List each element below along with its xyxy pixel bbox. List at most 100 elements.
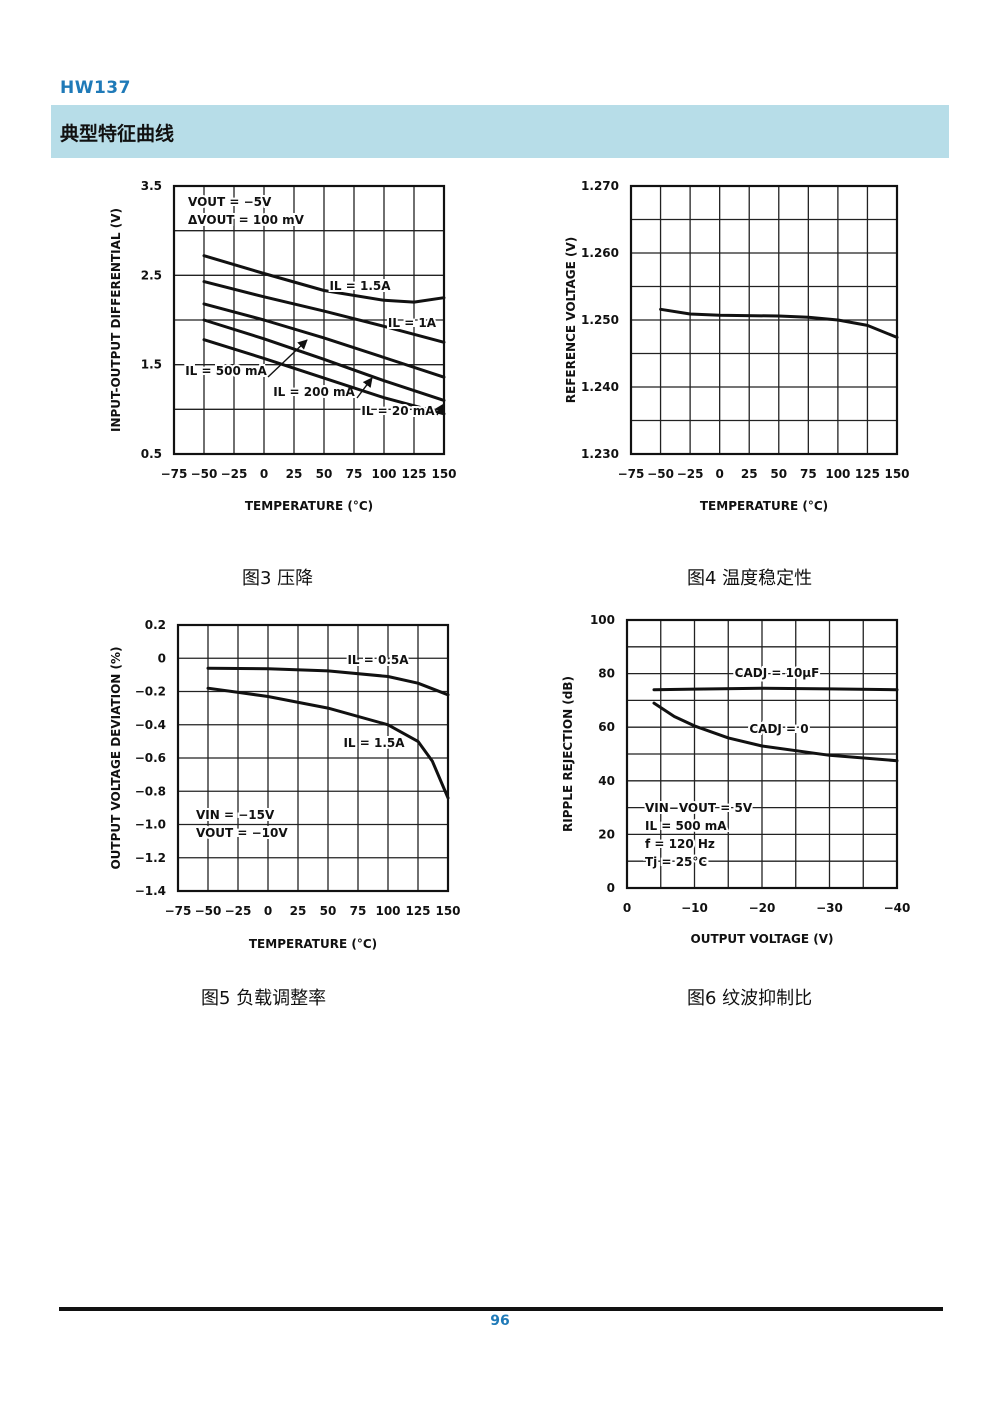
x-tick-label: −20 <box>749 901 776 915</box>
plot-frame <box>629 184 899 456</box>
x-tick-label: 75 <box>800 467 817 481</box>
x-tick-label: 150 <box>431 467 456 481</box>
x-tick-label: 25 <box>286 467 303 481</box>
y-tick-label: −1.2 <box>135 851 166 865</box>
series-line <box>202 318 446 402</box>
x-tick-label: 100 <box>371 467 396 481</box>
x-tick-label: −10 <box>681 901 708 915</box>
leader-arrow <box>356 377 373 399</box>
chart-load-regulation: −75 −50 −25 0 25 50 75 100 125 150 0.2 0 −0.2 −0.4 −0.… <box>109 618 461 951</box>
plot-frame <box>625 618 899 890</box>
y-tick-label: −0.4 <box>135 718 166 732</box>
series-line <box>202 302 446 379</box>
x-tick-label: 50 <box>770 467 787 481</box>
x-tick-label: −25 <box>221 467 248 481</box>
charts-canvas: −75 −50 −25 0 25 50 75 100 125 1500.51.52.53.5TEM… <box>109 179 910 951</box>
y-tick-label: 2.5 <box>141 268 162 282</box>
x-tick-label: 100 <box>825 467 850 481</box>
series-label: IL = 1.5A <box>329 279 391 293</box>
y-tick-label: −1.4 <box>135 884 166 898</box>
series-label: IL = 20 mA <box>361 404 435 418</box>
y-tick-label: 3.5 <box>141 179 162 193</box>
series-line <box>202 280 446 344</box>
y-tick-label: 100 <box>590 613 615 627</box>
y-tick-label: 1.230 <box>581 447 619 461</box>
x-tick-label: 25 <box>741 467 758 481</box>
series-label: IL = 1A <box>388 316 437 330</box>
y-tick-label: 0 <box>607 881 615 895</box>
series-label: CADJ = 10μF <box>735 666 820 680</box>
series-line <box>202 338 446 416</box>
document-id: HW137 <box>60 78 131 98</box>
x-tick-label: −75 <box>165 904 192 918</box>
x-tick-label: 0 <box>264 904 272 918</box>
y-axis-label: RIPPLE REJECTION (dB) <box>561 676 575 832</box>
x-tick-label: 75 <box>350 904 367 918</box>
x-axis-label: OUTPUT VOLTAGE (V) <box>691 932 834 946</box>
x-axis-label: TEMPERATURE (°C) <box>249 937 377 951</box>
condition-annotation: f = 120 Hz <box>645 837 715 851</box>
x-tick-label: −25 <box>225 904 252 918</box>
series-label: CADJ = 0 <box>749 722 808 736</box>
condition-annotation: VIN−VOUT = 5V <box>645 801 753 815</box>
section-title: 典型特征曲线 <box>60 123 175 145</box>
condition-annotation: IL = 500 mA <box>645 819 727 833</box>
series-label: IL = 500 mA <box>185 364 267 378</box>
y-tick-label: 0.5 <box>141 447 162 461</box>
y-tick-label: 80 <box>598 667 615 681</box>
y-tick-label: 1.240 <box>581 380 619 394</box>
x-tick-label: 100 <box>375 904 400 918</box>
plot-frame <box>172 184 446 456</box>
figure-caption-3: 图3 压降 <box>242 568 314 589</box>
y-tick-label: 1.260 <box>581 246 619 260</box>
x-tick-label: 150 <box>884 467 909 481</box>
y-tick-label: −0.2 <box>135 685 166 699</box>
y-tick-label: 1.250 <box>581 313 619 327</box>
series-label: IL = 1.5A <box>343 736 405 750</box>
chart-dropout-voltage: −75 −50 −25 0 25 50 75 100 125 150 0.5 1.5 2.5 3.5 TEM… <box>109 179 457 513</box>
x-tick-label: 0 <box>623 901 631 915</box>
y-axis-label: REFERENCE VOLTAGE (V) <box>564 237 578 403</box>
leader-arrow <box>267 339 308 378</box>
x-axis-label: TEMPERATURE (°C) <box>700 499 828 513</box>
y-axis-label: OUTPUT VOLTAGE DEVIATION (%) <box>109 646 123 869</box>
y-tick-label: 20 <box>598 827 615 841</box>
chart-temperature-stability: −75 −50 −25 0 25 50 75 100 125 150 1.230 1.240 1.250… <box>564 179 910 513</box>
section-header-band <box>51 105 949 158</box>
series-line <box>652 686 899 692</box>
x-tick-label: 125 <box>405 904 430 918</box>
x-tick-label: 50 <box>320 904 337 918</box>
series-label: IL = 200 mA <box>273 385 355 399</box>
y-tick-label: 40 <box>598 774 615 788</box>
plot-frame <box>176 623 450 893</box>
x-tick-label: −25 <box>677 467 704 481</box>
series-line <box>206 686 450 800</box>
figure-caption-6: 图6 纹波抑制比 <box>687 988 813 1009</box>
x-tick-label: 125 <box>401 467 426 481</box>
x-tick-label: 125 <box>855 467 880 481</box>
x-tick-label: 75 <box>346 467 363 481</box>
x-tick-label: −50 <box>191 467 218 481</box>
y-tick-label: 1.5 <box>141 358 162 372</box>
x-tick-label: 150 <box>435 904 460 918</box>
y-tick-label: 0 <box>158 651 166 665</box>
x-tick-label: 0 <box>715 467 723 481</box>
series-line <box>202 254 446 304</box>
footer-rule <box>59 1307 943 1311</box>
x-tick-label: −50 <box>647 467 674 481</box>
series-label: IL = 0.5A <box>347 653 409 667</box>
figure-caption-4: 图4 温度稳定性 <box>687 568 813 589</box>
y-tick-label: 1.270 <box>581 179 619 193</box>
x-tick-label: 50 <box>316 467 333 481</box>
condition-annotation: VIN = −15V <box>196 808 275 822</box>
y-axis-label: INPUT-OUTPUT DIFFERENTIAL (V) <box>109 208 123 432</box>
x-tick-label: 25 <box>290 904 307 918</box>
chart-ripple-rejection: 0 −10 −20 −30 −40 0 20 40 60 80 100 OUTPUT VOLTAGE … <box>561 613 910 946</box>
condition-annotation: VOUT = −10V <box>196 826 288 840</box>
x-tick-label: −30 <box>816 901 843 915</box>
y-tick-label: −0.8 <box>135 784 166 798</box>
y-tick-label: −0.6 <box>135 751 166 765</box>
series-line <box>652 701 899 763</box>
page-number: 96 <box>490 1313 510 1329</box>
condition-annotation: Tj = 25°C <box>645 855 707 869</box>
